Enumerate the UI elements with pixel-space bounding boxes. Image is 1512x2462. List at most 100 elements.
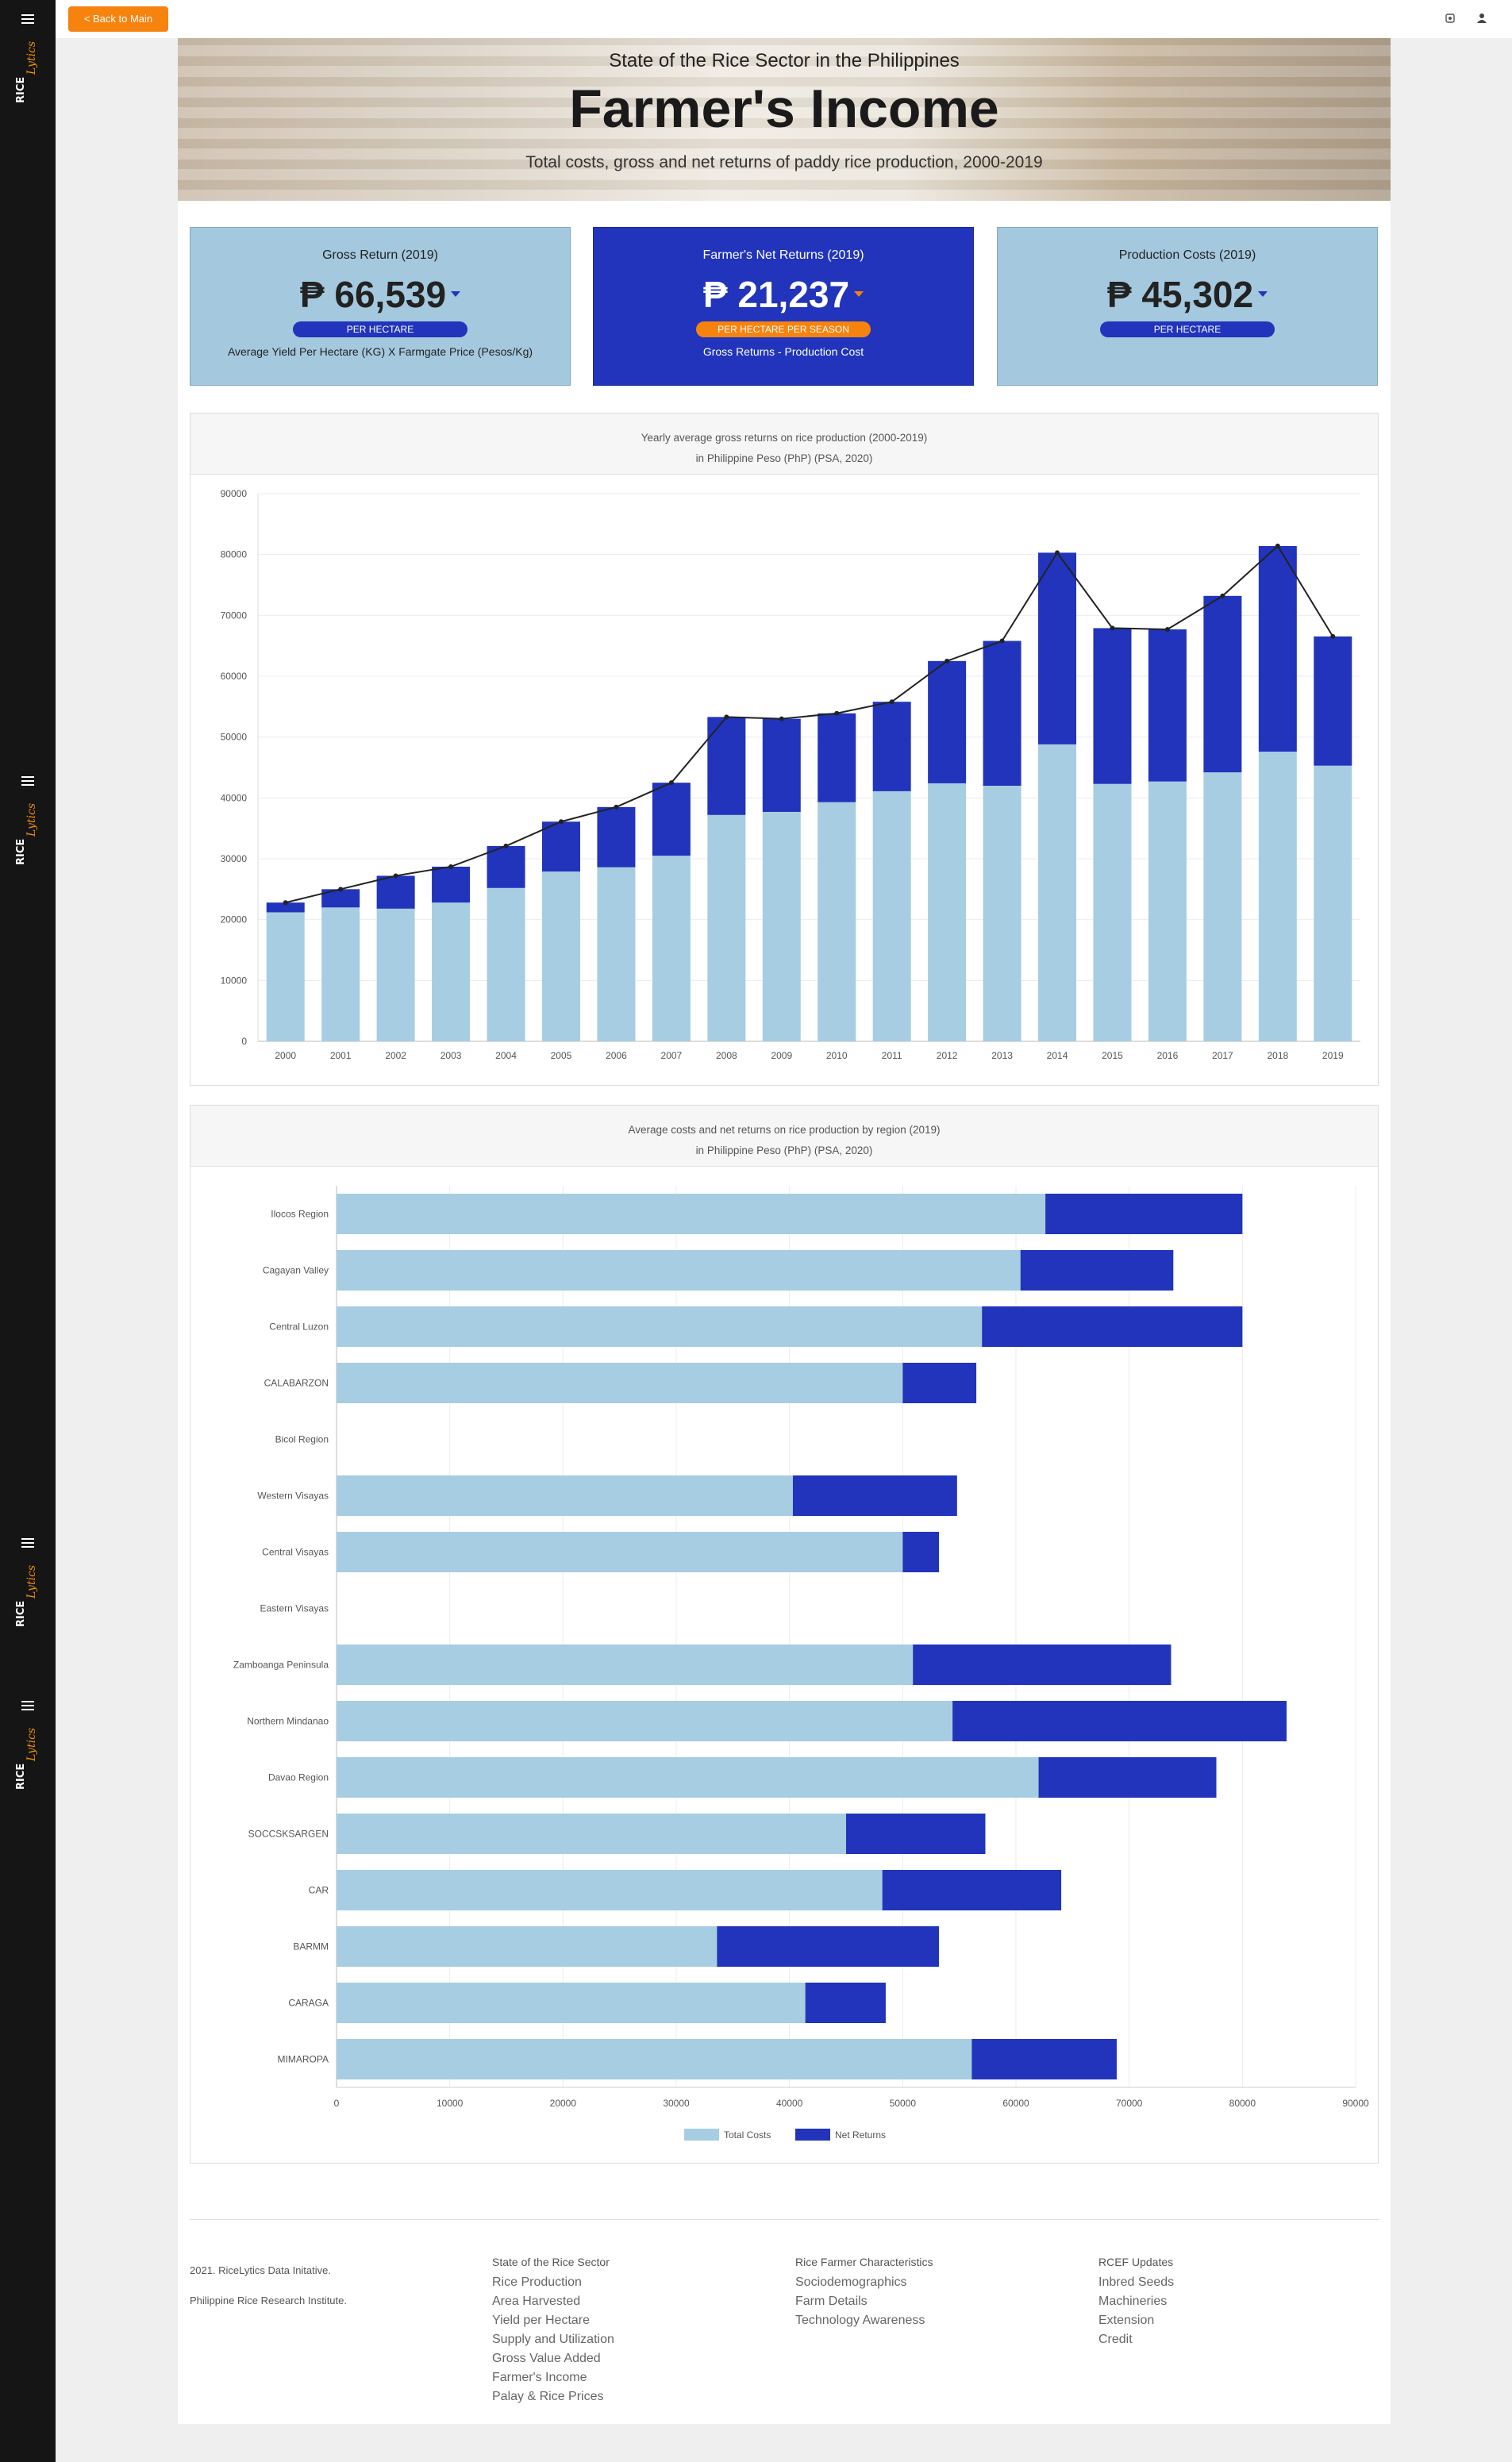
gross-return-point[interactable]	[1164, 626, 1170, 632]
cost-bar[interactable]	[928, 783, 967, 1041]
footer-link[interactable]: Technology Awareness	[795, 2314, 925, 2327]
total-cost-bar[interactable]	[337, 1194, 1046, 1234]
cost-bar[interactable]	[818, 802, 856, 1041]
gross-return-point[interactable]	[945, 658, 950, 664]
cost-bar[interactable]	[707, 814, 746, 1041]
user-icon[interactable]	[1476, 13, 1487, 24]
net-return-bar[interactable]	[266, 902, 305, 913]
cost-bar[interactable]	[376, 908, 415, 1041]
cost-bar[interactable]	[1093, 783, 1132, 1041]
gross-return-point[interactable]	[283, 900, 288, 906]
net-return-bar[interactable]	[652, 783, 691, 856]
total-cost-bar[interactable]	[337, 1870, 883, 1910]
menu-icon[interactable]	[21, 1538, 34, 1548]
gross-return-point[interactable]	[724, 714, 729, 720]
net-return-bar[interactable]	[983, 641, 1021, 786]
cost-bar[interactable]	[541, 871, 580, 1041]
gross-return-point[interactable]	[503, 843, 509, 848]
net-return-bar[interactable]	[1038, 1757, 1217, 1798]
cost-bar[interactable]	[872, 791, 911, 1041]
cost-bar[interactable]	[1038, 744, 1077, 1041]
net-return-bar[interactable]	[487, 845, 525, 888]
cost-bar[interactable]	[762, 811, 801, 1041]
net-return-bar[interactable]	[913, 1645, 1172, 1685]
net-return-bar[interactable]	[597, 806, 636, 867]
footer-link[interactable]: Inbred Seeds	[1098, 2275, 1175, 2289]
menu-icon[interactable]	[21, 776, 34, 787]
footer-link[interactable]: Palay & Rice Prices	[492, 2390, 604, 2403]
total-cost-bar[interactable]	[337, 1701, 953, 1741]
net-return-bar[interactable]	[1038, 552, 1077, 744]
gross-return-point[interactable]	[889, 699, 895, 705]
cost-bar[interactable]	[266, 912, 305, 1041]
gross-return-point[interactable]	[1055, 550, 1060, 556]
gross-return-point[interactable]	[1110, 625, 1115, 631]
gross-return-point[interactable]	[338, 887, 344, 892]
footer-link[interactable]: Credit	[1098, 2333, 1133, 2346]
net-return-bar[interactable]	[902, 1363, 977, 1403]
net-return-bar[interactable]	[952, 1701, 1287, 1741]
cost-bar[interactable]	[1203, 772, 1242, 1041]
footer-link[interactable]: Extension	[1098, 2314, 1155, 2327]
gross-return-point[interactable]	[834, 710, 840, 716]
net-return-bar[interactable]	[872, 702, 911, 791]
footer-link[interactable]: Farm Details	[795, 2295, 868, 2308]
cost-bar[interactable]	[983, 786, 1021, 1041]
gross-return-point[interactable]	[1330, 633, 1336, 639]
menu-icon[interactable]	[21, 14, 34, 25]
net-return-bar[interactable]	[805, 1983, 886, 2023]
net-return-bar[interactable]	[762, 718, 801, 812]
net-return-bar[interactable]	[818, 713, 856, 802]
cost-bar[interactable]	[321, 907, 360, 1041]
net-return-bar[interactable]	[321, 889, 360, 908]
cost-bar[interactable]	[1148, 781, 1187, 1041]
gross-return-point[interactable]	[668, 780, 674, 786]
gross-return-point[interactable]	[614, 804, 619, 810]
settings-icon[interactable]	[1445, 13, 1456, 24]
legend-swatch[interactable]	[684, 2129, 719, 2141]
cost-bar[interactable]	[432, 902, 471, 1041]
footer-link[interactable]: Supply and Utilization	[492, 2333, 614, 2346]
gross-return-point[interactable]	[779, 716, 784, 721]
total-cost-bar[interactable]	[337, 1645, 914, 1685]
net-return-bar[interactable]	[928, 660, 967, 783]
net-return-bar[interactable]	[882, 1870, 1062, 1910]
footer-link[interactable]: Yield per Hectare	[492, 2314, 591, 2327]
footer-link[interactable]: Machineries	[1098, 2295, 1168, 2308]
footer-link[interactable]: Gross Value Added	[492, 2352, 601, 2365]
gross-return-point[interactable]	[1275, 543, 1280, 548]
net-return-bar[interactable]	[1148, 629, 1187, 782]
total-cost-bar[interactable]	[337, 1983, 806, 2023]
gross-return-point[interactable]	[448, 864, 454, 869]
net-return-bar[interactable]	[902, 1532, 939, 1572]
total-cost-bar[interactable]	[337, 1814, 846, 1854]
footer-link[interactable]: Sociodemographics	[795, 2275, 907, 2289]
cost-bar[interactable]	[597, 867, 636, 1041]
menu-icon[interactable]	[21, 1701, 34, 1711]
net-return-bar[interactable]	[971, 2039, 1117, 2079]
net-return-bar[interactable]	[541, 821, 580, 872]
net-return-bar[interactable]	[717, 1926, 939, 1967]
total-cost-bar[interactable]	[337, 1306, 983, 1347]
gross-return-point[interactable]	[1220, 593, 1225, 598]
total-cost-bar[interactable]	[337, 1532, 903, 1572]
total-cost-bar[interactable]	[337, 1475, 793, 1516]
net-return-bar[interactable]	[982, 1306, 1243, 1347]
net-return-bar[interactable]	[1045, 1194, 1243, 1234]
total-cost-bar[interactable]	[337, 2039, 972, 2079]
net-return-bar[interactable]	[1020, 1250, 1174, 1291]
cost-bar[interactable]	[652, 856, 691, 1041]
net-return-bar[interactable]	[432, 866, 471, 903]
footer-link[interactable]: Area Harvested	[492, 2295, 581, 2308]
cost-bar[interactable]	[1314, 765, 1352, 1041]
total-cost-bar[interactable]	[337, 1926, 718, 1967]
footer-link[interactable]: Farmer's Income	[492, 2371, 587, 2384]
net-return-bar[interactable]	[1258, 545, 1297, 752]
gross-return-point[interactable]	[393, 873, 398, 879]
gross-return-point[interactable]	[558, 819, 564, 825]
total-cost-bar[interactable]	[337, 1250, 1021, 1291]
cost-bar[interactable]	[1258, 752, 1297, 1041]
net-return-bar[interactable]	[1314, 636, 1352, 766]
gross-return-point[interactable]	[999, 638, 1005, 644]
total-cost-bar[interactable]	[337, 1363, 903, 1403]
